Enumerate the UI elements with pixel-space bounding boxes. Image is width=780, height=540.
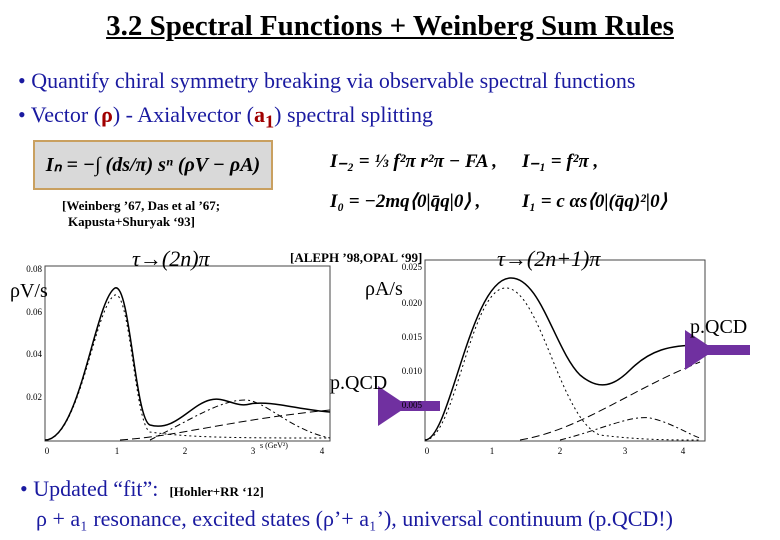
x-tick-label: 4 [681, 446, 686, 456]
text: • Vector ( [18, 102, 102, 127]
x-tick-label: 2 [558, 446, 563, 456]
y-tick-label: 0.010 [402, 366, 423, 376]
reference: Kapusta+Shuryak ‘93] [68, 214, 195, 229]
x-tick-label: 1 [490, 446, 495, 456]
resonance-curve [44, 294, 331, 441]
fit-curve [44, 287, 331, 441]
annotation: p.QCD [330, 372, 388, 394]
continuum-curve [119, 409, 331, 441]
fit-curve [424, 277, 701, 441]
text: • Updated “fit”: [20, 476, 159, 501]
title: 3.2 Spectral Functions + Weinberg Sum Ru… [106, 10, 674, 42]
y-tick-label: 0.020 [402, 298, 423, 308]
text: ) - Axialvector ( [112, 102, 254, 127]
y-tick-label: 0.08 [26, 264, 42, 274]
sum-rule: I₋₁ = f²π , [522, 151, 599, 172]
y-tick-label: 0.02 [26, 392, 42, 402]
continuum-curve [519, 361, 701, 441]
sum-rule: I₋₂ = ⅓ f²π r²π − FA , [330, 151, 498, 172]
y-tick-label: 0.005 [402, 400, 423, 410]
x-tick-label: 4 [320, 446, 325, 456]
x-tick-label: 2 [183, 446, 188, 456]
x-axis-label: s (GeV²) [260, 441, 288, 450]
excited-curve [559, 417, 701, 441]
x-tick-label: 1 [115, 446, 120, 456]
text: ) spectral splitting [274, 102, 433, 127]
annotation: p.QCD [690, 316, 748, 338]
y-tick-label: 0.025 [402, 262, 423, 272]
bullet: • Vector (ρ) - Axialvector (a1) spectral… [18, 102, 433, 132]
bullet: • Updated “fit”: [Hohler+RR ‘12] [20, 476, 264, 502]
symbol: a [253, 102, 265, 127]
y-tick-label: 0.04 [26, 349, 42, 359]
x-tick-label: 0 [425, 446, 430, 456]
y-axis-label: ρA/s [365, 278, 403, 300]
plot-frame [44, 265, 331, 442]
x-tick-label: 0 [45, 446, 50, 456]
x-tick-label: 3 [623, 446, 628, 456]
process-label: τ→(2n+1)π [497, 246, 601, 271]
formula-box: Iₙ = −∫ (ds/π) sⁿ (ρV − ρA) [33, 140, 273, 190]
reference: [Hohler+RR ‘12] [169, 484, 264, 499]
symbol: a1 [253, 102, 274, 131]
x-tick-label: 3 [251, 446, 256, 456]
symbol: ρ [101, 102, 113, 127]
sum-rule: I₀ = −2mq⟨0|q̄q|0⟩ , [330, 191, 481, 212]
excited-curve [149, 399, 331, 441]
reference: [ALEPH ’98,OPAL ‘99] [290, 250, 423, 265]
plot-area [30, 262, 335, 462]
resonance-curve [424, 287, 701, 441]
y-axis-label: ρV/s [10, 280, 48, 302]
y-tick-label: 0.06 [26, 307, 42, 317]
y-tick-label: 0.015 [402, 332, 423, 342]
process-label: τ→(2n)π [132, 246, 210, 271]
sum-rule: I₁ = c αs⟨0|(q̄q)²|0⟩ [522, 191, 667, 212]
subscript: 1 [264, 111, 275, 132]
bullet: • Quantify chiral symmetry breaking via … [18, 68, 636, 93]
text: ρ + a₁ resonance, excited states (ρ’+ a₁… [36, 506, 673, 531]
reference: [Weinberg ’67, Das et al ’67; [62, 198, 221, 213]
